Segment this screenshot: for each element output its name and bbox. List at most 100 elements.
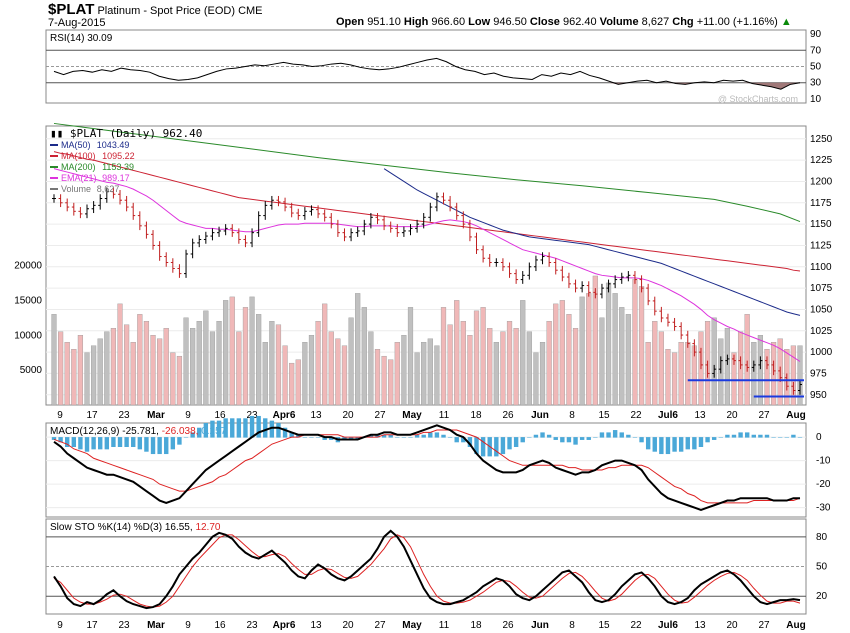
macd-histogram-bar	[758, 434, 763, 438]
rsi-line	[53, 57, 801, 90]
price-bar	[599, 283, 604, 299]
volume-tick: 10000	[14, 330, 42, 341]
price-bar	[164, 252, 169, 267]
price-bar	[606, 279, 611, 293]
macd-histogram-bar	[645, 437, 651, 450]
volume-bar	[493, 342, 499, 406]
volume-bar	[117, 303, 123, 406]
macd-tick: 0	[816, 432, 822, 443]
price-bar	[494, 258, 499, 267]
price-bar	[685, 330, 690, 348]
price-bar	[632, 271, 637, 284]
volume-bar	[645, 342, 651, 406]
price-bar	[250, 228, 255, 248]
macd-histogram-bar	[256, 415, 261, 438]
x-axis-sto-label: 27	[374, 620, 386, 631]
price-tick: 1150	[810, 219, 832, 230]
macd-histogram-bar	[474, 437, 479, 455]
volume-bar	[335, 338, 341, 406]
volume-bar	[520, 300, 526, 406]
volume-bar	[790, 345, 796, 406]
volume-bar	[447, 324, 453, 406]
price-bar	[646, 283, 651, 306]
x-axis-main-label: 13	[694, 410, 706, 421]
price-bar	[91, 201, 96, 214]
volume-bar	[757, 335, 763, 406]
volume-bar	[546, 321, 552, 406]
price-bar	[137, 211, 142, 231]
macd-histogram-bar	[672, 437, 677, 452]
x-axis-main-label: 18	[470, 410, 482, 421]
price-bar	[362, 219, 367, 236]
price-bar	[256, 211, 261, 237]
macd-histogram-bar	[480, 437, 486, 457]
rsi-title: RSI(14) 30.09	[50, 33, 113, 44]
price-bar	[368, 213, 373, 229]
macd-histogram-bar	[467, 437, 473, 447]
price-bar	[197, 235, 202, 248]
chart-header: $PLAT Platinum - Spot Price (EOD) CME	[48, 1, 263, 18]
price-bar	[289, 202, 294, 218]
macd-histogram-bar	[414, 434, 420, 438]
macd-histogram-bar	[177, 437, 182, 445]
macd-histogram-bar	[599, 432, 605, 438]
macd-histogram-bar	[606, 432, 611, 438]
close-label: Close	[529, 16, 560, 28]
price-bar	[296, 208, 301, 220]
volume-bar	[685, 342, 691, 406]
volume-bar	[421, 342, 427, 406]
price-tick: 950	[810, 390, 827, 401]
macd-histogram-bar	[243, 418, 248, 438]
volume-bar	[196, 321, 202, 406]
volume-bar	[506, 321, 513, 406]
price-bar	[672, 317, 677, 331]
macd-histogram-bar	[573, 437, 578, 445]
x-axis-sto-label: Aug	[786, 620, 805, 631]
price-bar	[731, 354, 736, 365]
x-axis-main-label: 15	[598, 410, 610, 421]
macd-histogram-bar	[329, 437, 334, 440]
x-axis-main-label: 9	[185, 410, 191, 421]
macd-histogram-bar	[744, 432, 750, 438]
price-bar	[527, 262, 532, 280]
price-tick: 1050	[810, 304, 833, 315]
price-bar	[342, 228, 347, 242]
macd-histogram-bar	[170, 437, 176, 450]
volume-bar	[203, 310, 209, 406]
volume-bar	[394, 342, 400, 406]
price-bar	[177, 264, 182, 278]
macd-histogram-bar	[150, 437, 156, 455]
macd-histogram-bar	[639, 437, 644, 443]
macd-histogram-bar	[322, 437, 327, 440]
volume-bar	[513, 328, 519, 406]
macd-histogram-bar	[434, 432, 440, 438]
macd-histogram-bar	[718, 437, 723, 438]
price-bar	[283, 197, 288, 212]
x-axis-sto-label: 9	[185, 620, 191, 631]
up-triangle-icon: ▲	[780, 16, 792, 28]
volume-bar	[605, 282, 612, 406]
volume-bar	[599, 317, 605, 406]
price-bar	[111, 187, 116, 199]
price-bar	[533, 255, 538, 272]
macd-histogram-bar	[764, 434, 770, 438]
price-tick: 1025	[810, 326, 833, 337]
high-label: High	[403, 16, 429, 28]
legend-value: 1153.39	[102, 162, 134, 172]
ma100-line	[53, 151, 801, 272]
chg-label: Chg	[672, 16, 694, 28]
symbol: $PLAT	[48, 1, 95, 18]
x-axis-main-label: 16	[214, 410, 226, 421]
open-value: 951.10	[367, 16, 401, 28]
price-tick: 1100	[810, 262, 832, 273]
volume-bar	[223, 300, 229, 406]
x-axis-main-label: 17	[86, 410, 98, 421]
price-title: ▮▮ $PLAT (Daily) 962.40	[50, 127, 202, 140]
volume-bar	[64, 342, 70, 406]
price-bar	[798, 380, 802, 395]
macd-histogram-bar	[282, 427, 288, 438]
price-bar	[316, 205, 321, 219]
volume-bar	[454, 300, 460, 406]
sto-k-line	[53, 529, 801, 610]
price-bar	[718, 356, 723, 374]
